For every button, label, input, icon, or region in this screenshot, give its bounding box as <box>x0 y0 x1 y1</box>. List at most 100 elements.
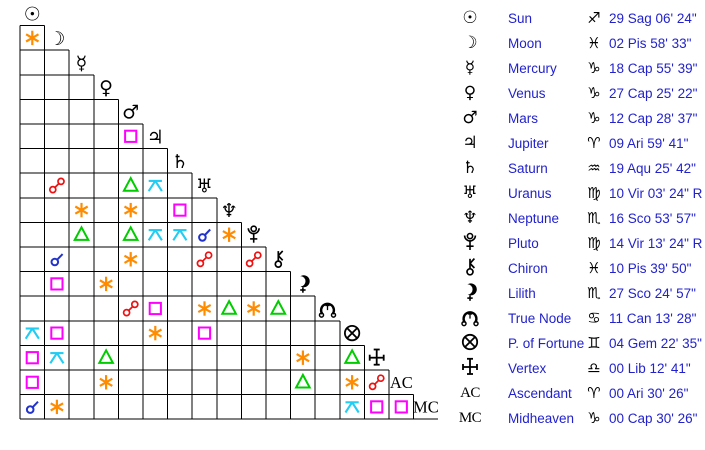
aspect-grid: ☉ ☽ ☿ ♀ ♂ ♃ ♄ ♅ ♆ AC MC <box>19 3 439 420</box>
square-aspect-icon <box>173 203 187 217</box>
mercury-glyph: ☿ <box>76 53 88 75</box>
uranus-glyph: ♅ <box>196 176 213 198</box>
opposition-aspect-icon <box>122 300 139 317</box>
zodiac-sign-glyph: ♒ <box>587 159 601 177</box>
square-aspect-icon <box>148 301 162 316</box>
planet-glyph <box>456 256 484 281</box>
square-aspect-icon <box>124 129 138 143</box>
position-value: 29 Sag 06' 24" <box>609 11 697 26</box>
planet-glyph <box>456 281 484 306</box>
planet-name: Midheaven <box>508 411 575 426</box>
planet-name: Mercury <box>508 61 557 76</box>
trine-aspect-icon <box>73 226 90 241</box>
trine-aspect-icon <box>221 300 237 315</box>
opposition-aspect-icon <box>245 251 262 268</box>
opposition-aspect-icon <box>48 177 65 194</box>
position-row: P. of Fortune ♊ 04 Gem 22' 35" <box>450 331 705 356</box>
square-aspect-icon <box>25 375 39 389</box>
fortune-glyph <box>343 324 361 342</box>
planet-positions-table: ☉ Sun ♐ 29 Sag 06' 24" ☽ Moon ♓ 02 Pis 58' 33" ☿… <box>450 6 705 436</box>
position-row: ♃ Jupiter ♈ 09 Ari 59' 41" <box>450 131 705 156</box>
square-aspect-icon <box>197 326 212 340</box>
planet-name: Chiron <box>508 261 548 276</box>
position-value: 18 Cap 55' 39" <box>609 61 698 76</box>
position-row: ☿ Mercury ♑ 18 Cap 55' 39" <box>450 56 705 81</box>
sextile-aspect-icon <box>148 324 163 342</box>
planet-glyph: AC <box>460 385 480 401</box>
quincunx-aspect-icon <box>344 401 360 414</box>
position-value: 16 Sco 53' 57" <box>609 211 696 226</box>
sextile-aspect-icon <box>246 300 261 317</box>
quincunx-aspect-icon <box>49 352 65 365</box>
conjunction-aspect-icon <box>25 400 39 414</box>
planet-name: Vertex <box>508 361 547 376</box>
planet-glyph: ♄ <box>462 158 478 178</box>
position-row: ♆ Neptune ♏ 16 Sco 53' 57" <box>450 206 705 231</box>
planet-name: Sun <box>508 11 533 26</box>
zodiac-sign-glyph: ♏ <box>587 209 601 227</box>
position-value: 09 Ari 59' 41" <box>609 136 689 151</box>
sextile-aspect-icon <box>123 201 138 219</box>
trine-aspect-icon <box>122 177 139 192</box>
trine-aspect-icon <box>344 349 360 364</box>
position-row: Pluto ♍ 14 Vir 13' 24" R <box>450 231 705 256</box>
position-value: 10 Vir 03' 24" R <box>609 186 703 201</box>
planet-name: Ascendant <box>508 386 572 401</box>
zodiac-sign-glyph: ♈ <box>587 134 601 152</box>
position-row: Chiron ♓ 10 Pis 39' 50" <box>450 256 705 281</box>
planet-name: Pluto <box>508 236 539 251</box>
position-value: 10 Pis 39' 50" <box>609 261 692 276</box>
zodiac-sign-glyph: ♐ <box>587 9 601 27</box>
position-value: 00 Cap 30' 26" <box>609 411 698 426</box>
zodiac-sign-glyph: ♑ <box>587 109 601 127</box>
true-node-glyph <box>318 302 337 319</box>
trine-aspect-icon <box>98 349 114 364</box>
midheaven-glyph: MC <box>413 397 439 416</box>
zodiac-sign-glyph: ♍ <box>587 234 601 252</box>
lilith-glyph <box>294 274 311 294</box>
planet-name: Jupiter <box>508 136 549 151</box>
vertex-glyph <box>368 348 385 366</box>
zodiac-sign-glyph: ♏ <box>587 284 601 302</box>
zodiac-sign-glyph: ♓ <box>587 34 601 52</box>
zodiac-sign-glyph: ♊ <box>587 334 601 352</box>
position-row: Vertex ♎ 00 Lib 12' 41" <box>450 356 705 381</box>
planet-glyph: ☉ <box>462 8 478 28</box>
trine-aspect-icon <box>295 373 311 389</box>
square-aspect-icon <box>25 351 39 365</box>
sextile-aspect-icon <box>49 398 65 416</box>
planet-glyph: ♀ <box>463 83 477 103</box>
planet-glyph: ♃ <box>462 133 478 153</box>
zodiac-sign-glyph: ♎ <box>587 359 601 377</box>
planet-glyph <box>456 331 484 356</box>
sextile-aspect-icon <box>295 349 311 367</box>
quincunx-aspect-icon <box>172 229 188 242</box>
square-aspect-icon <box>370 400 384 414</box>
position-value: 12 Cap 28' 37" <box>609 111 698 126</box>
planet-name: Neptune <box>508 211 560 226</box>
position-row: ♀ Venus ♑ 27 Cap 25' 22" <box>450 81 705 106</box>
square-aspect-icon <box>50 326 64 340</box>
sextile-aspect-icon <box>98 373 114 391</box>
position-row: True Node ♋ 11 Can 13' 28" <box>450 306 705 331</box>
sextile-aspect-icon <box>98 275 114 293</box>
position-value: 00 Ari 30' 26" <box>609 386 689 401</box>
planet-name: True Node <box>508 311 572 326</box>
planet-glyph: ♆ <box>462 208 478 228</box>
position-value: 11 Can 13' 28" <box>609 311 697 326</box>
planet-name: Saturn <box>508 161 548 176</box>
sextile-aspect-icon <box>74 201 89 219</box>
planet-glyph: MC <box>458 410 482 426</box>
position-row: AC Ascendant ♈ 00 Ari 30' 26" <box>450 381 705 406</box>
ascendant-glyph: AC <box>390 373 413 392</box>
position-row: Lilith ♏ 27 Sco 24' 57" <box>450 281 705 306</box>
square-aspect-icon <box>50 277 64 291</box>
planet-glyph <box>456 356 484 381</box>
grid-lines <box>19 25 439 420</box>
jupiter-glyph: ♃ <box>147 126 164 148</box>
opposition-aspect-icon <box>196 251 213 268</box>
planet-glyph: ☽ <box>462 33 478 53</box>
position-value: 27 Cap 25' 22" <box>609 86 698 101</box>
pluto-glyph <box>247 225 260 244</box>
